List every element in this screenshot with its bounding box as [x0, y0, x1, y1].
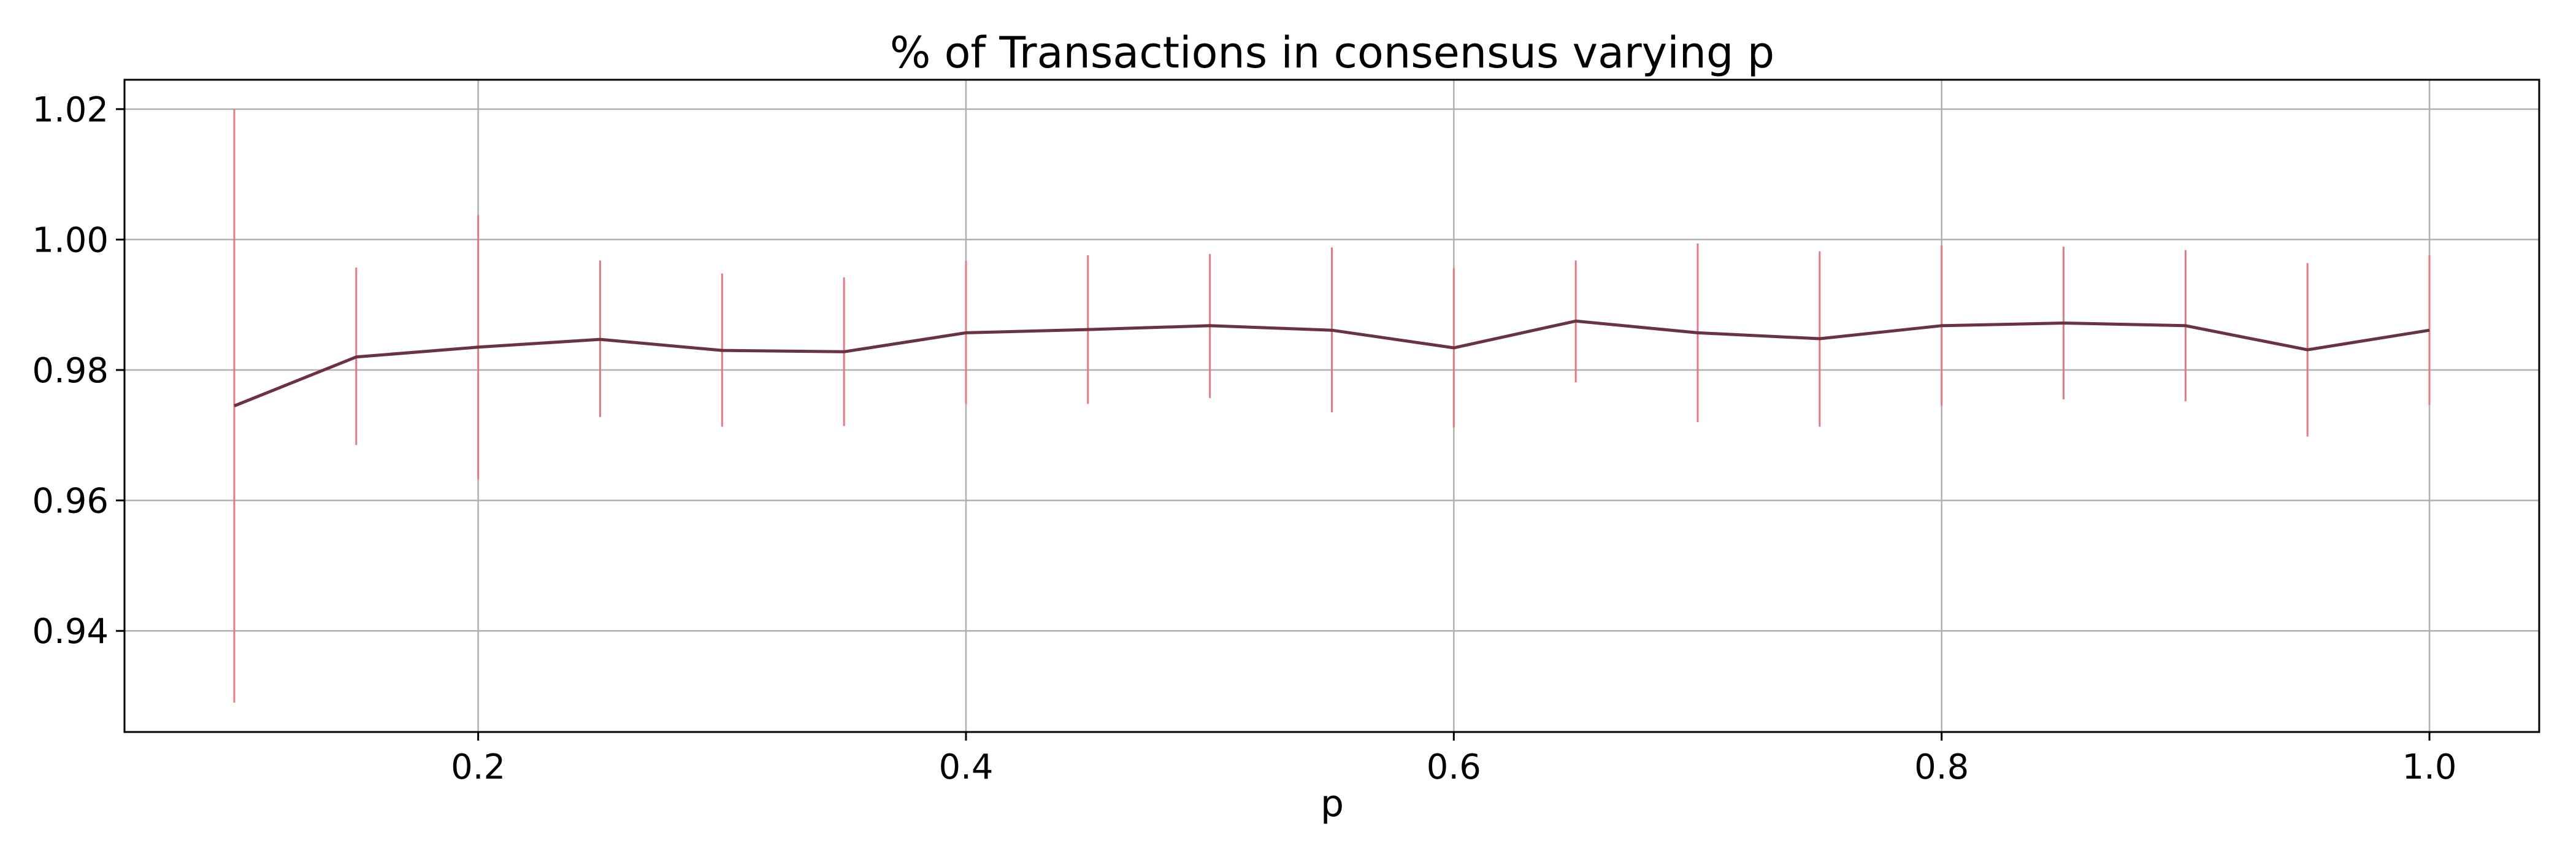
- y-tick-label: 0.94: [32, 612, 109, 652]
- y-tick-label: 1.02: [32, 90, 109, 130]
- errorbars: [233, 109, 2431, 703]
- y-tick-label: 0.98: [32, 351, 109, 391]
- x-axis: 0.2 0.4 0.6 0.8 1.0: [451, 732, 2457, 787]
- x-tick-label: 0.6: [1427, 747, 1481, 787]
- x-tick-label: 0.2: [451, 747, 505, 787]
- y-tick-label: 1.00: [32, 220, 109, 260]
- plot-frame: [123, 79, 2540, 733]
- x-tick-label: 0.8: [1914, 747, 1969, 787]
- grid: [125, 80, 2539, 732]
- y-tick-label: 0.96: [32, 482, 109, 522]
- y-axis: 0.94 0.96 0.98 1.00 1.02: [32, 90, 125, 652]
- x-tick-label: 1.0: [2402, 747, 2457, 787]
- x-tick-label: 0.4: [938, 747, 993, 787]
- x-axis-label: p: [1321, 782, 1344, 825]
- chart-title: % of Transactions in consensus varying p: [890, 28, 1774, 78]
- series-line: [234, 319, 2430, 407]
